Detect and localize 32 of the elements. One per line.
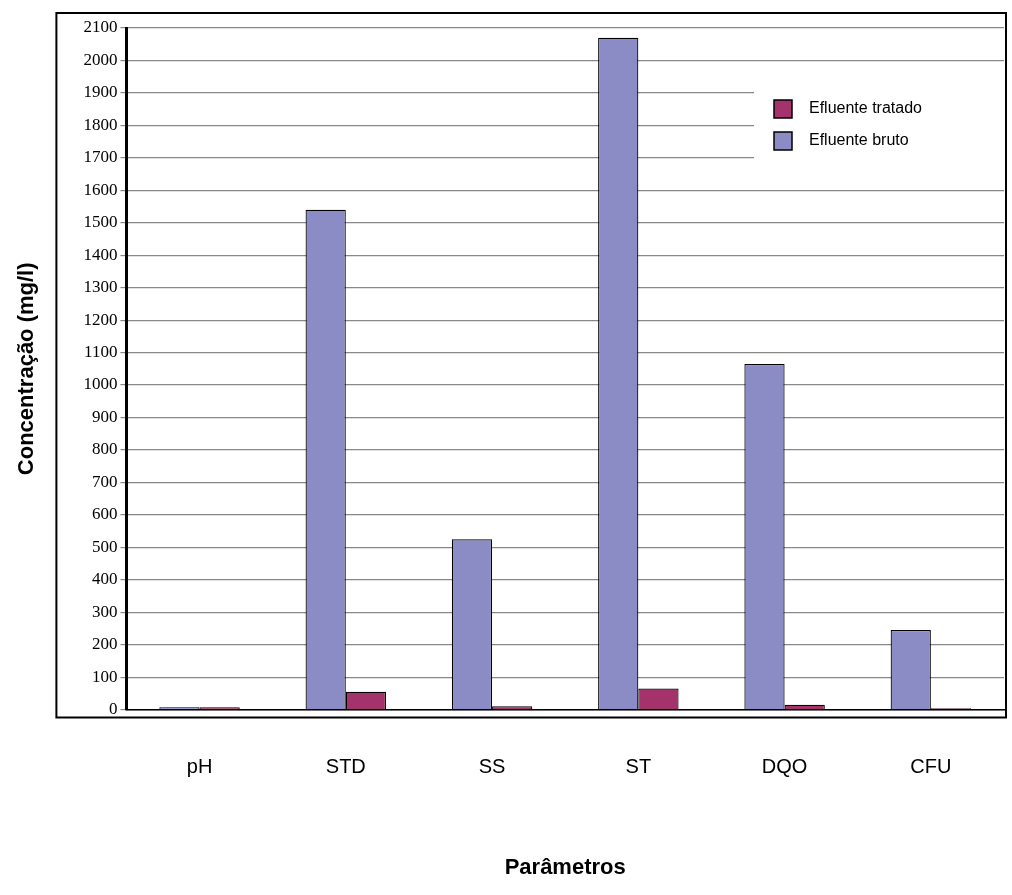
y-tick-label: 1500 (83, 212, 118, 232)
y-tick-label: 1200 (83, 309, 118, 329)
y-tick-label: 200 (91, 634, 118, 654)
x-tick-label: DQO (761, 755, 808, 778)
x-tick-label: pH (186, 755, 213, 778)
y-tick-label: 400 (91, 569, 118, 589)
y-tick-label: 2000 (83, 49, 118, 69)
y-tick-label: 500 (91, 536, 118, 556)
y-tick-label: 1400 (83, 244, 118, 264)
y-tick-label: 800 (91, 439, 118, 459)
y-tick-label: 1800 (83, 114, 118, 134)
y-tick-label: 100 (91, 666, 118, 686)
y-tick-label: 1900 (83, 82, 118, 102)
y-tick-label: 900 (91, 406, 118, 426)
legend-label: Efluente tratado (809, 99, 923, 117)
x-tick-label: SS (478, 755, 506, 778)
y-tick-label: 1100 (84, 342, 118, 362)
y-tick-label: 1600 (83, 179, 118, 199)
y-tick-label: 0 (108, 699, 118, 719)
y-tick-label: 1300 (83, 277, 118, 297)
y-tick-label: 600 (91, 504, 118, 524)
x-tick-label: STD (325, 755, 366, 778)
y-tick-label: 300 (91, 601, 118, 621)
x-tick-label: ST (625, 755, 652, 778)
x-tick-label: CFU (910, 755, 952, 778)
y-tick-label: 1700 (83, 147, 118, 167)
y-tick-label: 2100 (83, 17, 118, 37)
y-axis-title: Concentração (mg/l) (13, 262, 39, 476)
y-tick-label: 700 (91, 471, 118, 491)
legend-label: Efluente bruto (809, 131, 909, 149)
x-axis-title: Parâmetros (504, 853, 626, 879)
y-tick-label: 1000 (83, 374, 118, 394)
